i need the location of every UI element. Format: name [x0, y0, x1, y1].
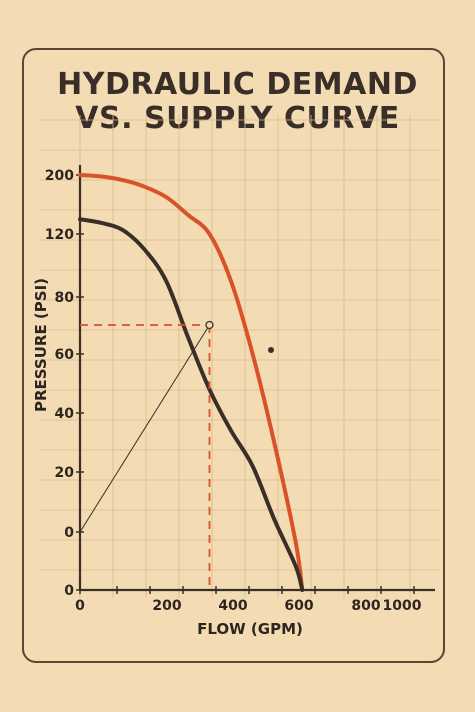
demand-curve	[78, 217, 305, 592]
axes	[76, 165, 435, 594]
chart-title-line-1: HYDRAULIC DEMAND	[57, 67, 418, 102]
demand-intersection-marker	[268, 347, 274, 353]
y-axis-label: PRESSURE (PSI)	[32, 278, 50, 412]
chart-frame	[22, 48, 445, 663]
chart-title: HYDRAULIC DEMAND VS. SUPPLY CURVE	[22, 68, 453, 136]
x-tick-label: 1000	[383, 598, 422, 614]
y-tick-label: 20	[55, 465, 75, 481]
grid	[40, 115, 440, 598]
y-tick-label: 200	[45, 168, 74, 184]
x-tick-label: 400	[218, 598, 247, 614]
operating-point-marker	[205, 320, 214, 330]
y-tick-label: 120	[45, 227, 74, 243]
reference-lines	[79, 320, 274, 590]
supply-curve	[78, 173, 305, 592]
y-tick-label: 0	[64, 525, 74, 541]
y-tick-label: 40	[55, 406, 75, 422]
y-tick-label: 60	[55, 347, 75, 363]
chart-title-line-2: VS. SUPPLY CURVE	[75, 101, 400, 136]
x-tick-label: 600	[284, 598, 313, 614]
system-demand-line	[79, 324, 210, 533]
y-tick-label: 0	[64, 583, 74, 599]
series-group	[78, 173, 305, 592]
x-tick-label: 0	[75, 598, 85, 614]
y-tick-label: 80	[55, 290, 75, 306]
x-tick-label: 200	[152, 598, 181, 614]
x-axis-label: FLOW (GPM)	[197, 620, 303, 638]
x-tick-label: 800	[351, 598, 380, 614]
